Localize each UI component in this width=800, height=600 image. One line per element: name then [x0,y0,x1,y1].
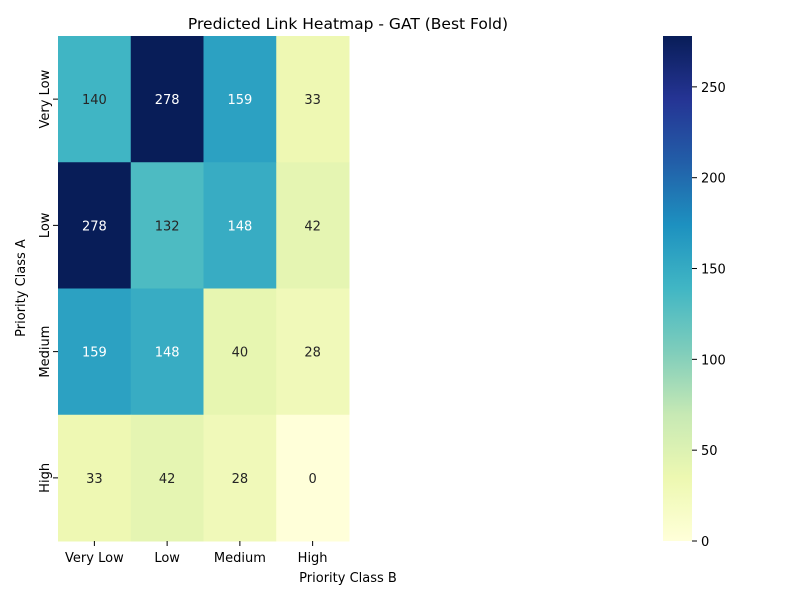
y-axis-label: Priority Class A [14,239,29,337]
cell-value-label: 28 [304,346,321,361]
colorbar-tick-label: 150 [701,263,726,278]
cell-value-label: 33 [86,472,103,487]
cell-value-label: 278 [155,93,180,108]
x-axis-ticks: Very Low Low Medium High [65,541,328,566]
cell-value-label: 0 [308,472,316,487]
heatmap-cells [58,36,350,542]
cell-value-label: 33 [304,93,321,108]
heatmap-cell [276,414,350,542]
heatmap-cell [203,414,277,542]
heatmap-cell [203,162,277,289]
colorbar-tick-label: 200 [701,172,726,187]
cell-value-label: 42 [304,219,321,234]
heatmap-cell [276,36,350,163]
cell-value-label: 42 [159,472,176,487]
heatmap-cell [58,36,132,163]
cell-value-label: 140 [82,93,107,108]
chart-title: Predicted Link Heatmap - GAT (Best Fold) [188,15,508,33]
heatmap-cell [203,36,277,163]
heatmap-cell [130,288,204,416]
y-axis-ticks: Very Low Low Medium High [38,69,58,493]
cell-value-label: 148 [227,219,252,234]
heatmap-cell [58,414,132,542]
heatmap-cell [130,414,204,542]
cell-value-label: 40 [232,346,249,361]
x-tick-label: Medium [214,551,266,566]
colorbar-ticks: 0 50 100 150 200 250 [692,81,726,550]
y-tick-label: Very Low [38,69,53,128]
heatmap-cell [203,288,277,416]
heatmap-cell-labels: 140 278 159 33 278 132 148 42 159 148 40 28 33 42 28 0 [82,93,321,487]
cell-value-label: 159 [82,346,107,361]
y-tick-label: Low [38,212,53,238]
cell-value-label: 28 [232,472,249,487]
x-tick-label: Low [154,551,180,566]
heatmap-cell [58,288,132,416]
y-tick-label: Medium [38,326,53,378]
heatmap-cell [130,162,204,289]
colorbar-tick-label: 50 [701,444,718,459]
y-tick-label: High [38,463,53,493]
cell-value-label: 278 [82,219,107,234]
cell-value-label: 148 [155,346,180,361]
cell-value-label: 132 [155,219,180,234]
x-tick-label: High [298,551,328,566]
heatmap-cell [276,288,350,416]
heatmap-cell [130,36,204,163]
colorbar-tick-label: 100 [701,353,726,368]
colorbar-tick-label: 250 [701,81,726,96]
colorbar [663,36,692,541]
cell-value-label: 159 [227,93,252,108]
x-tick-label: Very Low [65,551,124,566]
heatmap-cell [58,162,132,289]
x-axis-label: Priority Class B [299,571,397,586]
colorbar-tick-label: 0 [701,535,709,550]
heatmap-cell [276,162,350,289]
